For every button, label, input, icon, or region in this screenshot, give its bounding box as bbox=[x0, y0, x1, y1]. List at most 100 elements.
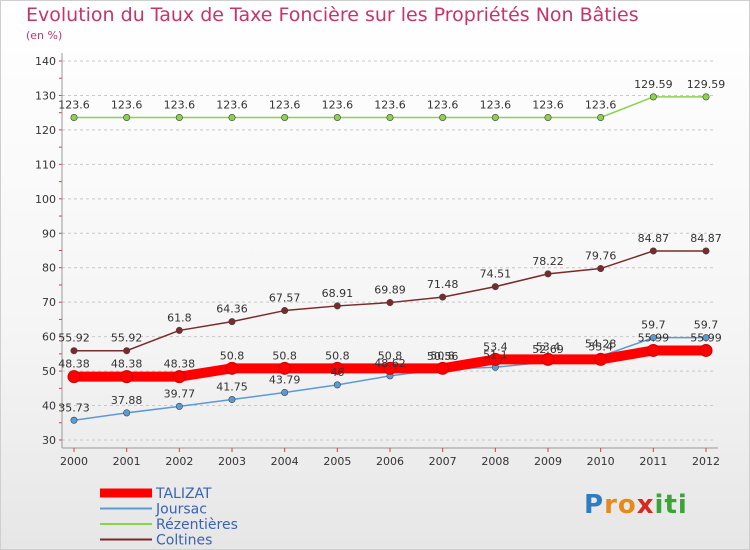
data-label: 50.8 bbox=[272, 349, 297, 362]
data-label: 61.8 bbox=[167, 311, 192, 324]
data-label: 43.79 bbox=[269, 373, 301, 386]
data-label: 50.8 bbox=[220, 349, 245, 362]
data-point bbox=[544, 114, 552, 122]
data-point bbox=[386, 114, 394, 122]
data-point bbox=[281, 307, 289, 315]
data-label: 48.62 bbox=[374, 357, 406, 370]
chart-subtitle: (en %) bbox=[26, 29, 63, 42]
logo-letter: o bbox=[617, 490, 637, 520]
data-label: 59.7 bbox=[641, 319, 666, 332]
data-point bbox=[70, 416, 78, 424]
data-point bbox=[491, 283, 499, 291]
legend-label: Rézentières bbox=[156, 517, 238, 533]
data-label: 84.87 bbox=[638, 232, 670, 245]
data-point bbox=[225, 361, 239, 375]
grid-lines bbox=[62, 60, 716, 441]
data-point bbox=[702, 247, 710, 255]
y-tick-label: 50 bbox=[42, 365, 56, 378]
data-label: 123.6 bbox=[164, 99, 196, 112]
data-point bbox=[597, 114, 605, 122]
data-label: 41.75 bbox=[216, 381, 248, 394]
data-point bbox=[702, 334, 710, 342]
data-point bbox=[228, 114, 236, 122]
logo-letter: r bbox=[604, 490, 618, 520]
data-label: 39.77 bbox=[164, 387, 196, 400]
data-point bbox=[67, 370, 81, 384]
x-tick-label: 2011 bbox=[639, 455, 667, 468]
data-label: 37.88 bbox=[111, 394, 143, 407]
data-label: 48.38 bbox=[164, 358, 196, 371]
data-label: 50.8 bbox=[430, 349, 455, 362]
data-label: 69.89 bbox=[374, 284, 406, 297]
y-tick-label: 100 bbox=[35, 193, 56, 206]
data-label: 48.38 bbox=[111, 358, 143, 371]
data-point bbox=[491, 114, 499, 122]
series-group: 123.6 123.6 123.6 123.6 123.6 123.6 123.6 123.6… bbox=[58, 78, 725, 424]
x-tick-label: 2006 bbox=[376, 455, 404, 468]
data-point bbox=[123, 114, 131, 122]
data-point bbox=[439, 114, 447, 122]
proxiti-logo: Proxiti bbox=[584, 490, 688, 520]
y-tick-label: 30 bbox=[42, 434, 56, 447]
y-tick-label: 140 bbox=[35, 55, 56, 68]
data-point bbox=[123, 409, 131, 417]
data-label: 51.1 bbox=[483, 348, 508, 361]
y-tick-label: 130 bbox=[35, 89, 56, 102]
logo-letter: i bbox=[677, 490, 688, 520]
data-label: 84.87 bbox=[690, 232, 722, 245]
data-point bbox=[594, 352, 608, 366]
data-label: 52.69 bbox=[532, 343, 564, 356]
data-label: 129.59 bbox=[634, 78, 673, 91]
data-point bbox=[649, 93, 657, 101]
data-label: 74.51 bbox=[480, 268, 512, 281]
data-label: 68.91 bbox=[322, 287, 354, 300]
x-tick-label: 2012 bbox=[692, 455, 720, 468]
data-label: 50.56 bbox=[427, 350, 459, 363]
data-label: 78.22 bbox=[532, 255, 564, 268]
data-point bbox=[436, 361, 450, 375]
data-label: 123.6 bbox=[322, 99, 354, 112]
logo-letter: t bbox=[664, 490, 678, 520]
data-label: 48.38 bbox=[58, 358, 90, 371]
data-label: 123.6 bbox=[480, 99, 512, 112]
data-label: 55.92 bbox=[58, 332, 90, 345]
data-point bbox=[330, 361, 344, 375]
data-point bbox=[228, 318, 236, 326]
y-tick-label: 110 bbox=[35, 158, 56, 171]
legend-label: Joursac bbox=[155, 502, 207, 518]
data-point bbox=[488, 352, 502, 366]
data-label: 123.6 bbox=[58, 99, 90, 112]
data-label: 71.48 bbox=[427, 278, 459, 291]
data-label: 53.4 bbox=[588, 340, 613, 353]
data-point bbox=[70, 114, 78, 122]
data-point bbox=[175, 114, 183, 122]
data-point bbox=[175, 402, 183, 410]
data-point bbox=[702, 93, 710, 101]
data-point bbox=[333, 114, 341, 122]
x-tick-label: 2008 bbox=[481, 455, 509, 468]
y-tick-label: 70 bbox=[42, 296, 56, 309]
data-label: 123.6 bbox=[374, 99, 406, 112]
data-label: 55.99 bbox=[638, 331, 670, 344]
logo-letter: i bbox=[654, 490, 665, 520]
y-tick-label: 120 bbox=[35, 124, 56, 137]
x-tick-label: 2001 bbox=[113, 455, 141, 468]
data-label: 59.7 bbox=[694, 319, 719, 332]
data-point bbox=[649, 334, 657, 342]
data-point bbox=[544, 270, 552, 278]
data-label: 35.73 bbox=[58, 401, 90, 414]
data-point bbox=[228, 396, 236, 404]
x-tick-label: 2007 bbox=[429, 455, 457, 468]
data-label: 129.59 bbox=[687, 78, 726, 91]
data-point bbox=[278, 361, 292, 375]
data-label: 54.28 bbox=[585, 337, 617, 350]
data-point bbox=[333, 381, 341, 389]
data-label: 67.57 bbox=[269, 292, 301, 305]
data-label: 55.92 bbox=[111, 332, 143, 345]
data-point bbox=[597, 265, 605, 273]
axes: 30 40 50 60 70 80 90 100 110 120 130 140 2000 2001 200… bbox=[35, 53, 720, 468]
data-point bbox=[175, 326, 183, 334]
data-point bbox=[70, 347, 78, 355]
